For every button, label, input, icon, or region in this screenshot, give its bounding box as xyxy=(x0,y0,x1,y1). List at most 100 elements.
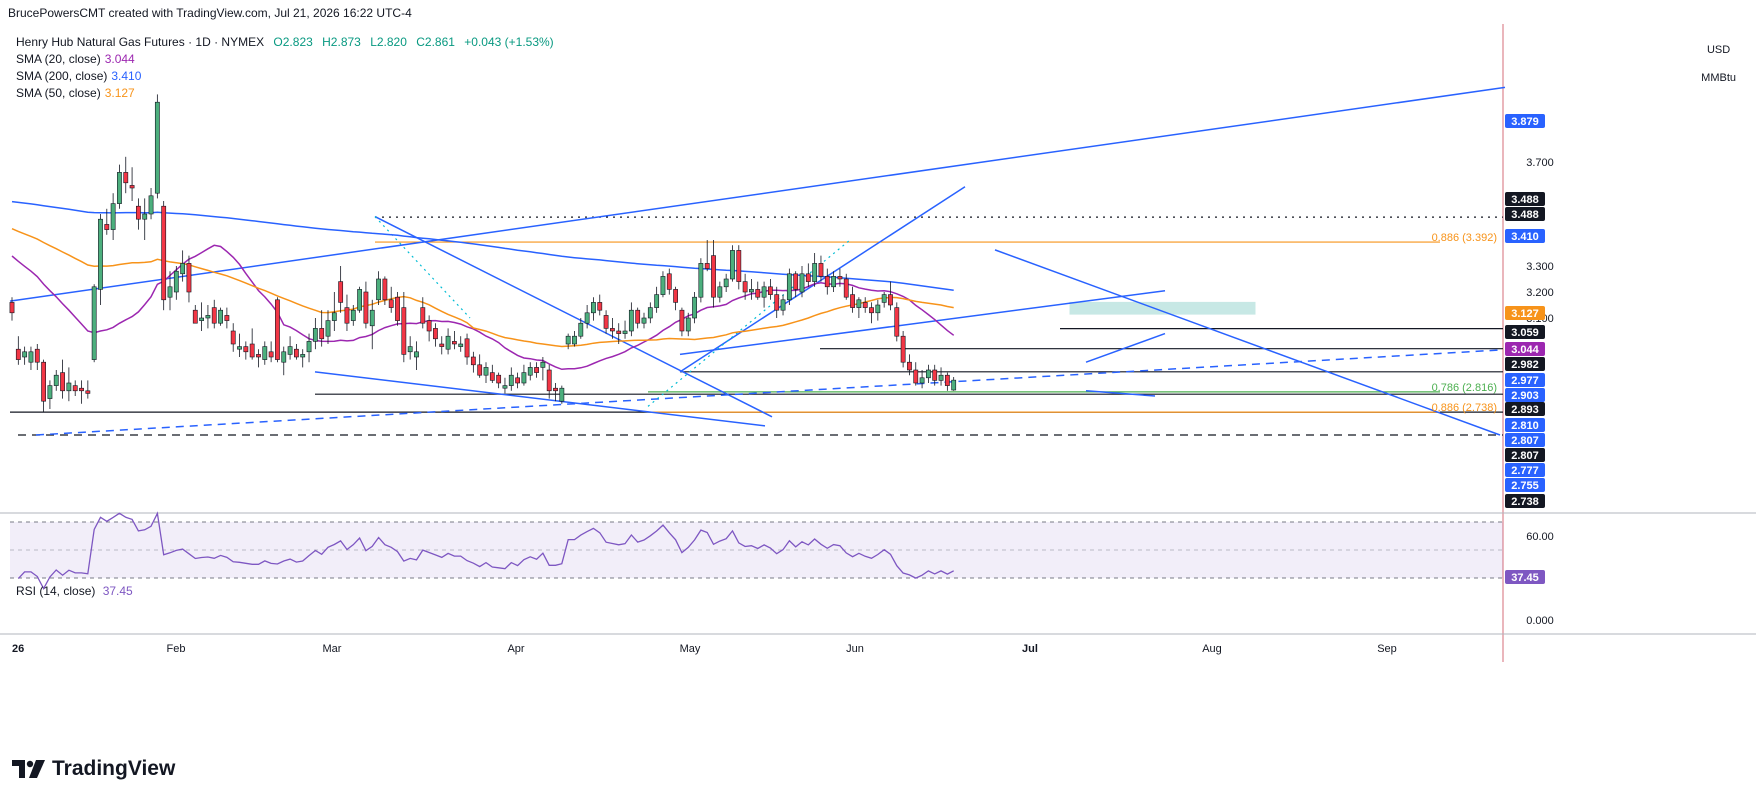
candle-body xyxy=(730,250,735,280)
price-badge: 2.807 xyxy=(1505,433,1545,447)
candle xyxy=(237,333,242,357)
candle xyxy=(812,253,818,287)
candle xyxy=(496,372,502,389)
time-axis[interactable]: 26 Feb Mar Apr May Jun Jul Aug Sep xyxy=(12,643,1397,655)
moving-averages xyxy=(11,200,955,371)
candle-body xyxy=(534,367,539,373)
indicator-label: SMA (20, close) xyxy=(16,52,101,66)
candle xyxy=(41,359,46,412)
symbol-row[interactable]: Henry Hub Natural Gas Futures · 1D · NYM… xyxy=(16,34,554,51)
candle xyxy=(483,362,489,383)
candle xyxy=(256,349,261,368)
symbol-title: Henry Hub Natural Gas Futures · 1D · NYM… xyxy=(16,35,265,49)
price-axis[interactable]: 3.7003.3003.2003.10060.000.0003.8793.488… xyxy=(1505,114,1554,627)
time-tick-label: Feb xyxy=(167,643,186,655)
candle xyxy=(572,331,577,347)
candle-body xyxy=(136,205,141,220)
time-tick-label: Aug xyxy=(1202,643,1222,655)
candle-body xyxy=(578,322,584,337)
candle-body xyxy=(470,356,476,366)
candle-body xyxy=(306,341,312,353)
candle xyxy=(786,268,792,305)
tradingview-logo[interactable]: TradingView xyxy=(12,757,175,781)
candle-body xyxy=(540,361,546,368)
candle-body xyxy=(894,307,900,337)
candle xyxy=(262,341,268,365)
candle xyxy=(704,240,710,272)
candle-body xyxy=(224,315,230,321)
candle xyxy=(211,299,217,329)
price-badge-bg xyxy=(1505,402,1545,416)
candle-body xyxy=(900,335,906,363)
candle-body xyxy=(932,369,938,381)
ohlc-close: C2.861 xyxy=(416,35,455,49)
candle-body xyxy=(41,361,46,402)
price-badge-bg xyxy=(1505,448,1545,462)
price-badge-bg xyxy=(1505,494,1545,508)
candle-body xyxy=(15,348,21,360)
price-badge-label: 3.879 xyxy=(1511,116,1539,128)
candle-body xyxy=(186,263,192,293)
price-badge-label: 3.488 xyxy=(1511,194,1539,206)
candle-body xyxy=(951,379,957,391)
candle-body xyxy=(243,346,249,353)
candle xyxy=(243,341,249,360)
tradingview-logo-icon xyxy=(12,760,45,778)
candle-body xyxy=(774,294,780,311)
candle xyxy=(275,297,280,363)
candle xyxy=(186,255,192,303)
long-rising-trendline xyxy=(9,86,1506,302)
candle-body xyxy=(173,270,179,293)
candle-body xyxy=(565,335,571,345)
candle-body xyxy=(110,203,116,230)
price-badge: 37.45 xyxy=(1505,570,1545,584)
falling-wedge-upper xyxy=(374,215,773,418)
candle xyxy=(609,318,615,339)
candle-body xyxy=(850,294,855,308)
candle-body xyxy=(824,276,830,288)
candle xyxy=(679,307,685,337)
candle-body xyxy=(319,328,325,340)
candle xyxy=(907,354,912,376)
fib-retrace-connector xyxy=(374,216,471,319)
candle xyxy=(723,273,729,292)
candle xyxy=(464,333,470,365)
candle xyxy=(730,245,735,282)
candle xyxy=(34,344,40,370)
time-tick-label: Jun xyxy=(846,643,864,655)
candle xyxy=(951,377,957,391)
candle-body xyxy=(388,299,394,308)
candle xyxy=(508,367,514,391)
rsi-legend[interactable]: RSI (14, close) 37.45 xyxy=(16,584,133,598)
candle xyxy=(401,292,407,363)
currency-label[interactable]: USD xyxy=(1706,44,1731,56)
fib-level-label: 0.886 (3.392) xyxy=(1432,232,1497,244)
candle-body xyxy=(357,289,362,311)
candle-body xyxy=(925,369,931,379)
candle-body xyxy=(53,374,59,386)
candle xyxy=(818,255,824,282)
candle-body xyxy=(843,278,849,298)
indicator-label: SMA (50, close) xyxy=(16,86,101,100)
candle-body xyxy=(881,294,887,303)
candle-body xyxy=(91,286,97,360)
candle xyxy=(344,294,350,331)
price-badge-label: 2.893 xyxy=(1511,404,1539,416)
candle xyxy=(319,310,325,347)
indicator-sma20[interactable]: SMA (20, close) 3.044 xyxy=(16,51,554,68)
candle-body xyxy=(414,351,419,358)
price-badge-bg xyxy=(1505,418,1545,432)
candle xyxy=(527,362,533,381)
candle xyxy=(647,302,653,324)
candle-body xyxy=(281,351,287,363)
candle xyxy=(717,281,723,303)
candle-body xyxy=(711,255,716,298)
candle xyxy=(224,307,230,329)
indicator-sma200[interactable]: SMA (200, close) 3.410 xyxy=(16,68,554,85)
unit-label[interactable]: MMBtu xyxy=(1701,72,1736,84)
unit-selector[interactable]: USD MMBtu xyxy=(1701,36,1736,92)
candle xyxy=(862,297,868,313)
indicator-sma50[interactable]: SMA (50, close) 3.127 xyxy=(16,85,554,102)
price-badge-label: 2.903 xyxy=(1511,390,1539,402)
